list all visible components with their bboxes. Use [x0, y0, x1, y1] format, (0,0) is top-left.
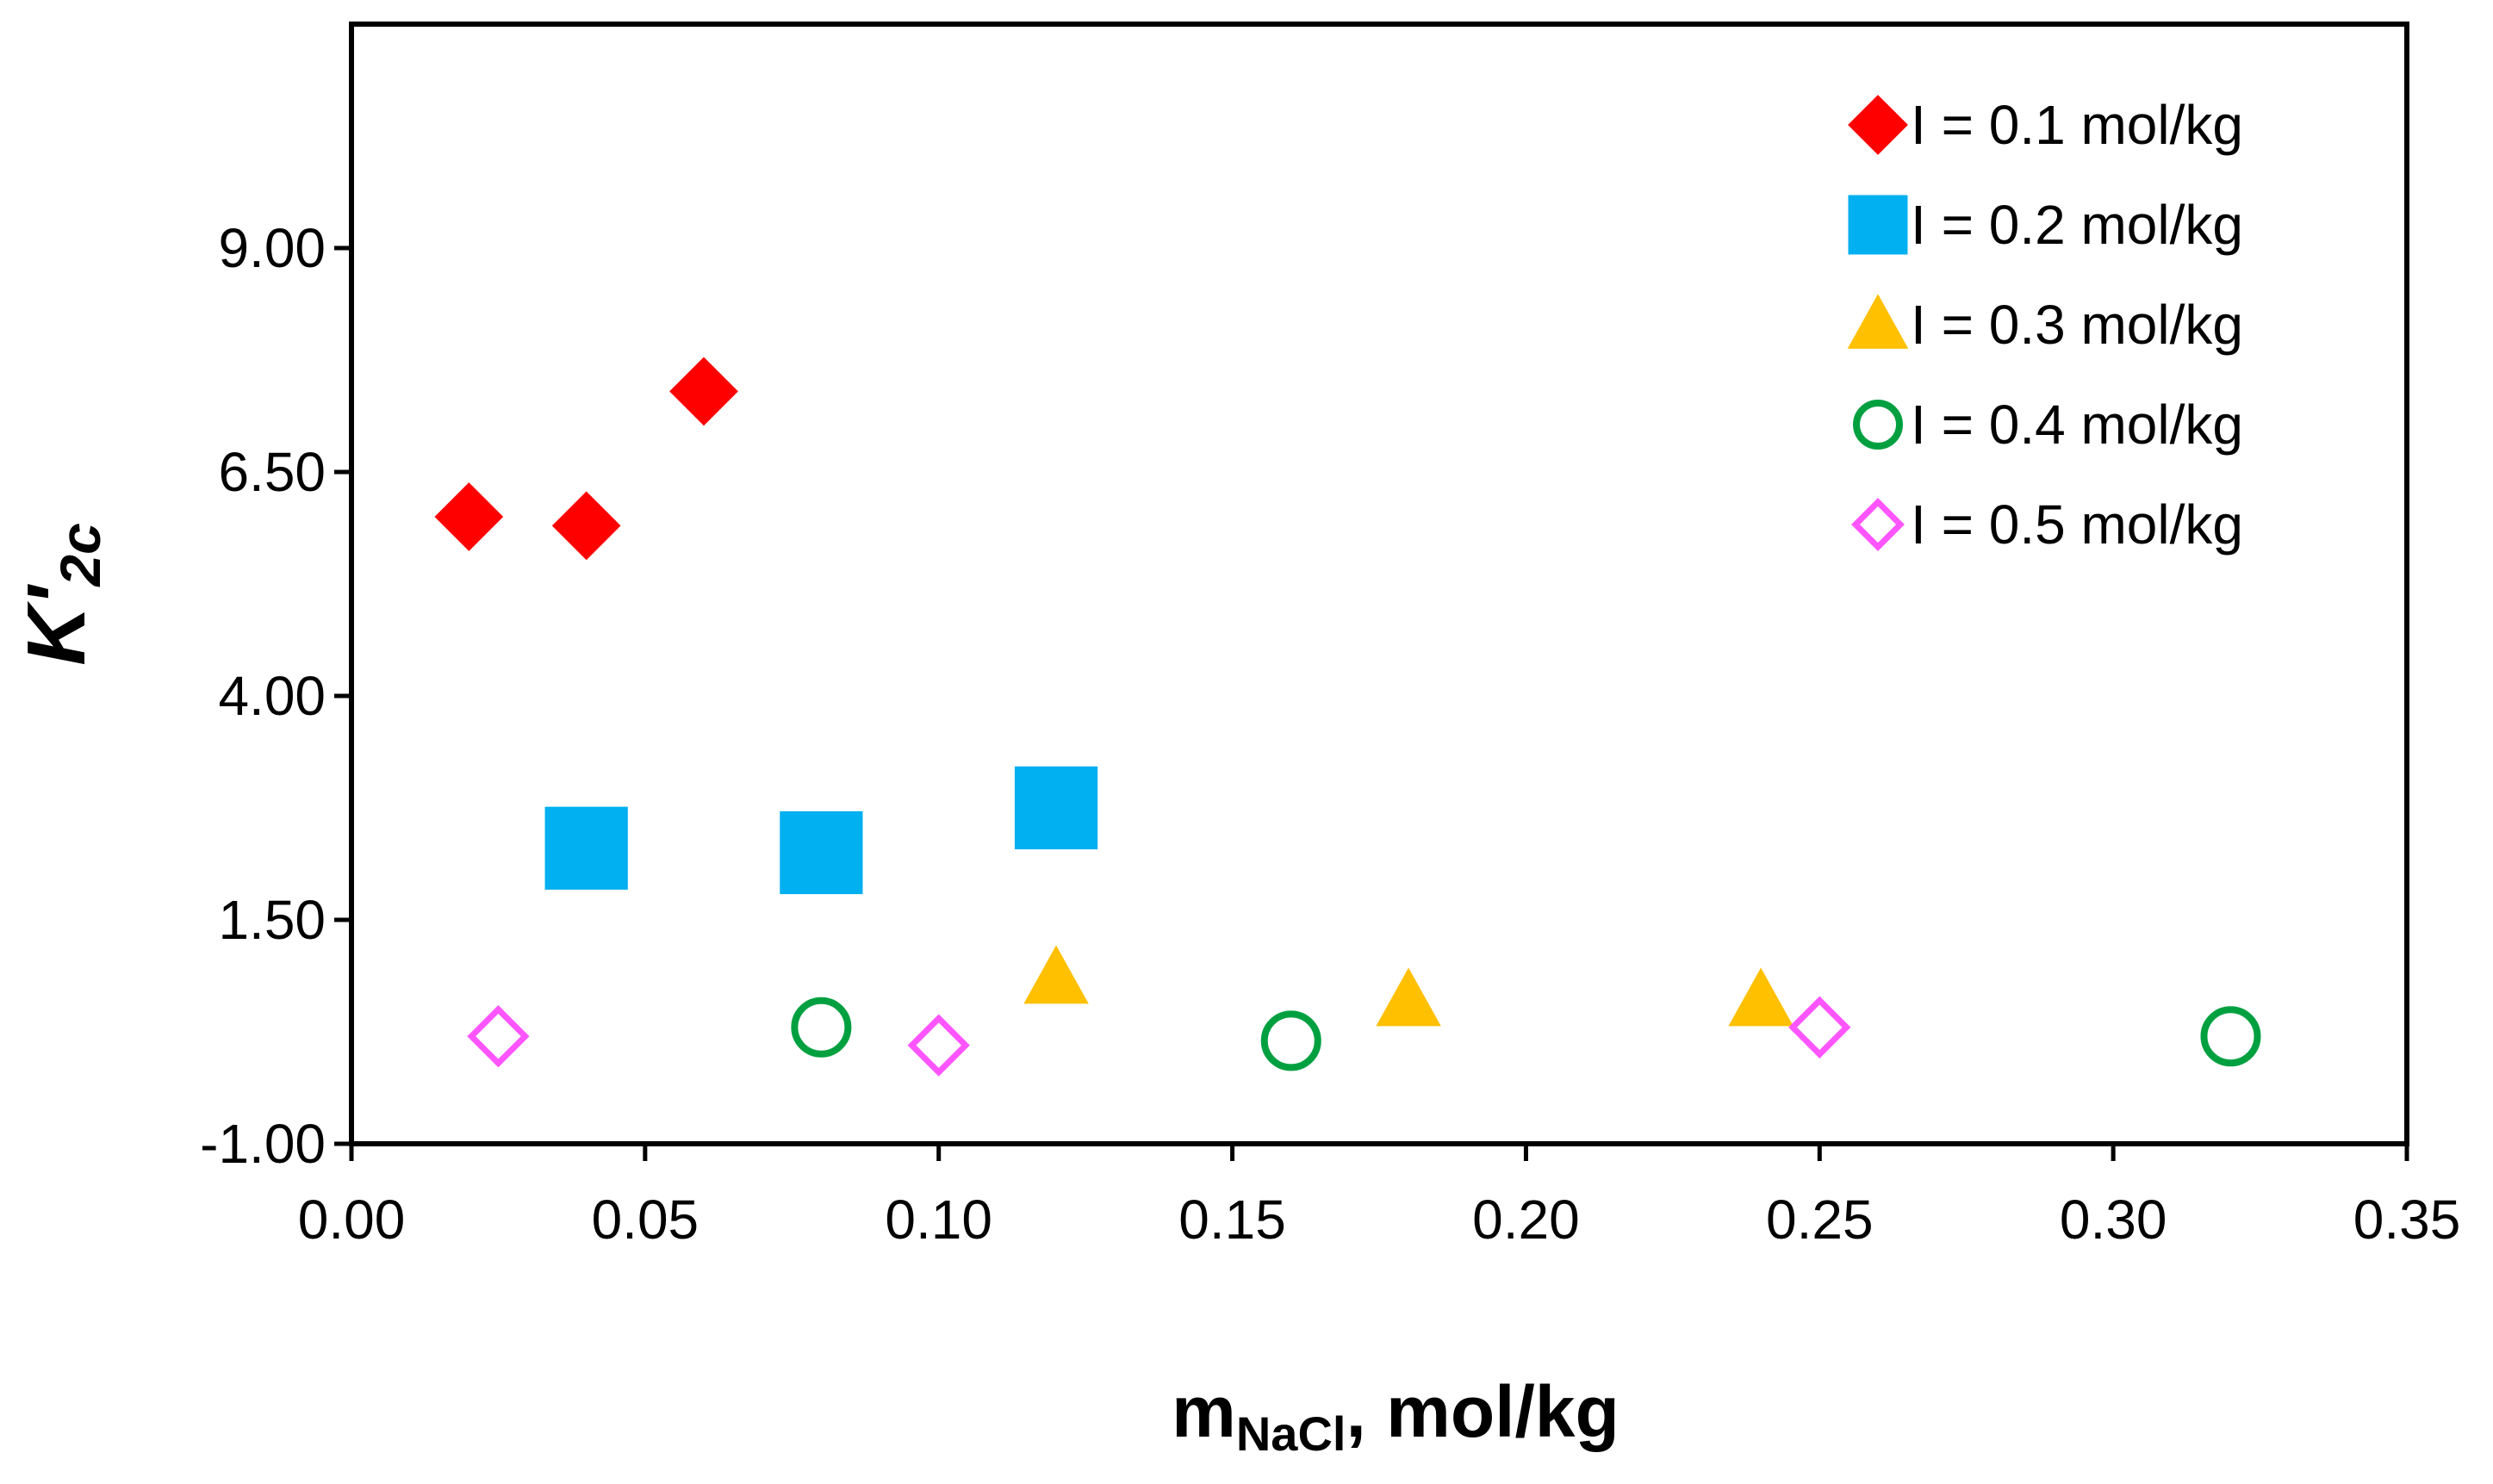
y-axis-title: K'2c [10, 523, 112, 666]
x-tick-label: 0.15 [1178, 1189, 1286, 1251]
legend-entry: I = 0.3 mol/kg [1847, 294, 2243, 356]
data-point [467, 1005, 530, 1068]
y-tick-label: -1.00 [200, 1113, 326, 1175]
data-point [1376, 967, 1441, 1027]
legend-label: I = 0.2 mol/kg [1911, 194, 2243, 256]
series-5 [467, 996, 1851, 1077]
legend-label: I = 0.3 mol/kg [1911, 294, 2243, 356]
legend-entry: I = 0.1 mol/kg [1848, 94, 2243, 156]
legend-label: I = 0.5 mol/kg [1911, 494, 2243, 556]
y-axis-ticks: -1.00 1.50 4.00 6.50 9.00 [200, 217, 351, 1175]
legend-entry: I = 0.5 mol/kg [1851, 494, 2243, 556]
legend-entry: I = 0.4 mol/kg [1853, 394, 2243, 456]
legend: I = 0.1 mol/kg I = 0.2 mol/kg I = 0.3 mol/… [1847, 94, 2243, 556]
axes [349, 22, 2409, 1146]
data-point [669, 357, 738, 426]
data-point [1260, 1010, 1321, 1071]
data-point [1728, 967, 1794, 1027]
legend-marker [1851, 498, 1905, 551]
data-point [791, 997, 852, 1058]
data-series [434, 357, 2261, 1077]
x-tick-label: 0.20 [1472, 1189, 1580, 1251]
x-tick-label: 0.30 [2060, 1189, 2167, 1251]
series-4 [791, 997, 2261, 1071]
series-3 [1023, 945, 1794, 1027]
x-axis-title: mNaCl, mol/kg [1172, 1371, 1620, 1461]
x-tick-label: 0.05 [592, 1189, 699, 1251]
y-tick-label: 1.50 [218, 889, 326, 951]
y-tick-label: 9.00 [218, 217, 326, 279]
legend-label: I = 0.4 mol/kg [1911, 394, 2243, 456]
legend-marker [1853, 400, 1903, 450]
data-point [1788, 996, 1851, 1059]
x-tick-label: 0.35 [2353, 1189, 2461, 1251]
data-point [907, 1014, 970, 1077]
x-tick-label: 0.10 [885, 1189, 992, 1251]
data-point [1023, 945, 1089, 1004]
plot-area-frame [349, 22, 2409, 1146]
legend-marker [1847, 294, 1909, 349]
data-point [544, 806, 628, 890]
y-tick-label: 4.00 [218, 665, 326, 727]
series-1 [434, 357, 738, 561]
x-tick-label: 0.00 [298, 1189, 406, 1251]
data-point [780, 810, 863, 895]
legend-entry: I = 0.2 mol/kg [1848, 194, 2243, 256]
legend-marker [1848, 195, 1908, 255]
data-point [551, 491, 621, 561]
data-point [434, 482, 504, 551]
legend-marker [1848, 95, 1908, 155]
x-axis-ticks: 0.00 0.05 0.10 0.15 0.20 0.25 0.30 0.35 [298, 1144, 2461, 1251]
data-point [2200, 1006, 2261, 1067]
data-point [1014, 766, 1098, 850]
y-tick-label: 6.50 [218, 441, 326, 503]
legend-label: I = 0.1 mol/kg [1911, 94, 2243, 156]
x-tick-label: 0.25 [1766, 1189, 1874, 1251]
series-2 [544, 766, 1098, 895]
